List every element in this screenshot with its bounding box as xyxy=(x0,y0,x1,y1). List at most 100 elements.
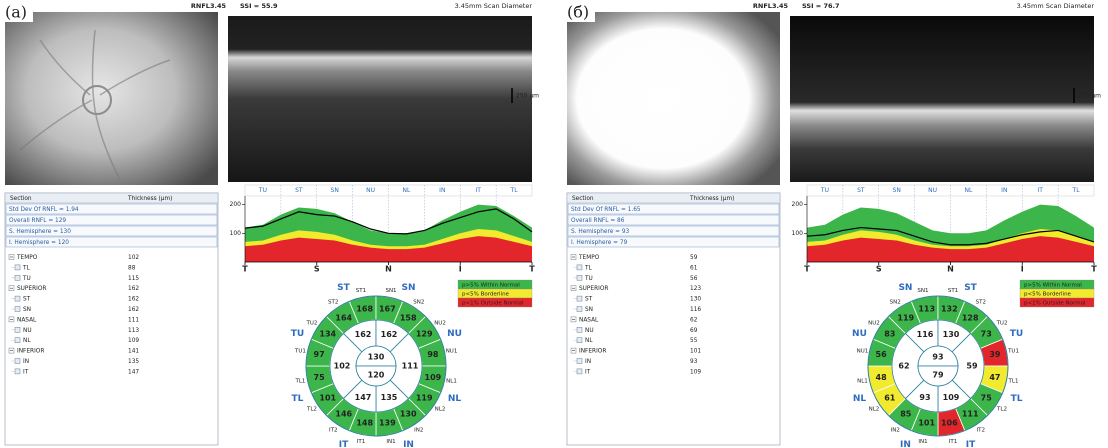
ssi-header: SSI = 76.7 xyxy=(802,2,840,10)
group-name: NASAL xyxy=(17,317,37,323)
outer-value: 48 xyxy=(876,373,888,382)
section-value: 116 xyxy=(690,307,701,313)
summary-text: Std Dev Of RNFL = 1.94 xyxy=(9,207,79,213)
rnfl-header: RNFL3.45 xyxy=(191,2,227,10)
outer-value: 167 xyxy=(379,305,396,314)
column-header: Thickness (μm) xyxy=(689,196,734,202)
quadrant-label: SN xyxy=(898,283,912,293)
outer-label: NL1 xyxy=(857,379,868,385)
outer-value: 148 xyxy=(356,418,373,427)
outer-value: 61 xyxy=(884,394,896,403)
x-tick-label: T xyxy=(529,265,535,274)
outer-label: SN2 xyxy=(413,299,424,305)
outer-label: NL1 xyxy=(446,379,457,385)
middle-value: 147 xyxy=(355,393,372,402)
y-tick-label: 200 xyxy=(230,201,242,208)
sector-label: SN xyxy=(893,187,901,194)
group-value: 59 xyxy=(690,255,698,261)
table-header xyxy=(5,193,218,203)
x-tick-label: I xyxy=(1021,265,1024,274)
outer-value: 111 xyxy=(962,410,979,419)
sector-label: IT xyxy=(475,187,481,194)
sector-label: NU xyxy=(928,187,937,194)
ssi-header: SSI = 55.9 xyxy=(240,2,278,10)
section-name: TU xyxy=(22,276,31,282)
group-name: SUPERIOR xyxy=(579,286,608,292)
fundus-image xyxy=(567,12,780,185)
outer-label: IN2 xyxy=(414,428,423,434)
oct-scan xyxy=(790,16,1094,182)
middle-value: 130 xyxy=(943,330,960,339)
x-tick-label: S xyxy=(314,265,320,274)
quadrant-label: IN xyxy=(403,440,414,448)
outer-label: SN1 xyxy=(917,288,928,294)
tree-icon xyxy=(15,359,20,364)
group-value: 162 xyxy=(128,286,139,292)
section-value: 162 xyxy=(128,297,139,303)
tree-icon xyxy=(15,265,20,270)
section-name: IT xyxy=(23,369,29,375)
quadrant-label: TL xyxy=(292,394,304,404)
section-name: NL xyxy=(23,338,31,344)
outer-value: 106 xyxy=(941,418,958,427)
sector-label: NL xyxy=(965,187,973,194)
quadrant-label: SN xyxy=(402,283,416,293)
outer-label: TU1 xyxy=(1007,348,1019,354)
outer-value: 98 xyxy=(427,350,439,359)
outer-value: 113 xyxy=(918,305,935,314)
section-value: 109 xyxy=(128,338,139,344)
middle-value: 162 xyxy=(381,330,398,339)
x-tick-label: N xyxy=(385,265,392,274)
x-tick-label: N xyxy=(947,265,954,274)
group-value: 102 xyxy=(128,255,139,261)
section-name: NU xyxy=(585,328,594,334)
tree-icon xyxy=(577,265,582,270)
sector-label: TL xyxy=(510,187,519,194)
section-value: 69 xyxy=(690,328,698,334)
section-name: IT xyxy=(585,369,591,375)
column-header: Thickness (μm) xyxy=(127,196,172,202)
scale-label: 250 μm xyxy=(516,93,539,100)
x-tick-label: T xyxy=(242,265,248,274)
outer-value: 83 xyxy=(884,329,895,338)
section-name: IN xyxy=(23,359,29,365)
tree-icon xyxy=(577,275,582,280)
sector-label: NU xyxy=(366,187,375,194)
group-value: 111 xyxy=(128,317,139,323)
outer-value: 130 xyxy=(400,410,417,419)
group-name: TEMPO xyxy=(578,255,600,261)
outer-value: 56 xyxy=(876,350,888,359)
tree-icon xyxy=(577,307,582,312)
outer-label: IN2 xyxy=(891,428,900,434)
outer-label: NL2 xyxy=(869,406,880,412)
outer-value: 39 xyxy=(989,350,1001,359)
outer-label: IT1 xyxy=(949,439,957,445)
section-value: 55 xyxy=(690,338,698,344)
section-name: TL xyxy=(22,265,31,271)
quadrant-label: IN xyxy=(900,440,911,448)
panel-label: (б) xyxy=(567,3,589,22)
column-header: Section xyxy=(572,196,594,202)
oct-scan xyxy=(228,16,532,182)
group-name: SUPERIOR xyxy=(17,286,46,292)
panel-label: (а) xyxy=(5,3,27,22)
outer-label: SN1 xyxy=(385,288,396,294)
outer-label: TL2 xyxy=(996,406,1007,412)
group-name: TEMPO xyxy=(16,255,38,261)
outer-label: TU1 xyxy=(294,348,306,354)
group-name: INFERIOR xyxy=(17,349,44,355)
sector-label: TU xyxy=(820,187,829,194)
outer-label: SN2 xyxy=(890,299,901,305)
tree-icon xyxy=(577,369,582,374)
outer-label: NU2 xyxy=(434,321,446,327)
outer-label: IN1 xyxy=(918,439,927,445)
outer-label: TL1 xyxy=(295,379,306,385)
quadrant-label: IT xyxy=(339,440,349,448)
legend-label: p<1% Outside Normal xyxy=(462,300,524,306)
section-name: ST xyxy=(585,297,593,303)
section-name: NU xyxy=(23,328,32,334)
scan-header: 3.45mm Scan Diameter xyxy=(455,2,533,10)
rnfl-header: RNFL3.45 xyxy=(753,2,789,10)
x-tick-label: T xyxy=(1091,265,1097,274)
summary-text: Std Dev Of RNFL = 1.65 xyxy=(571,207,641,213)
